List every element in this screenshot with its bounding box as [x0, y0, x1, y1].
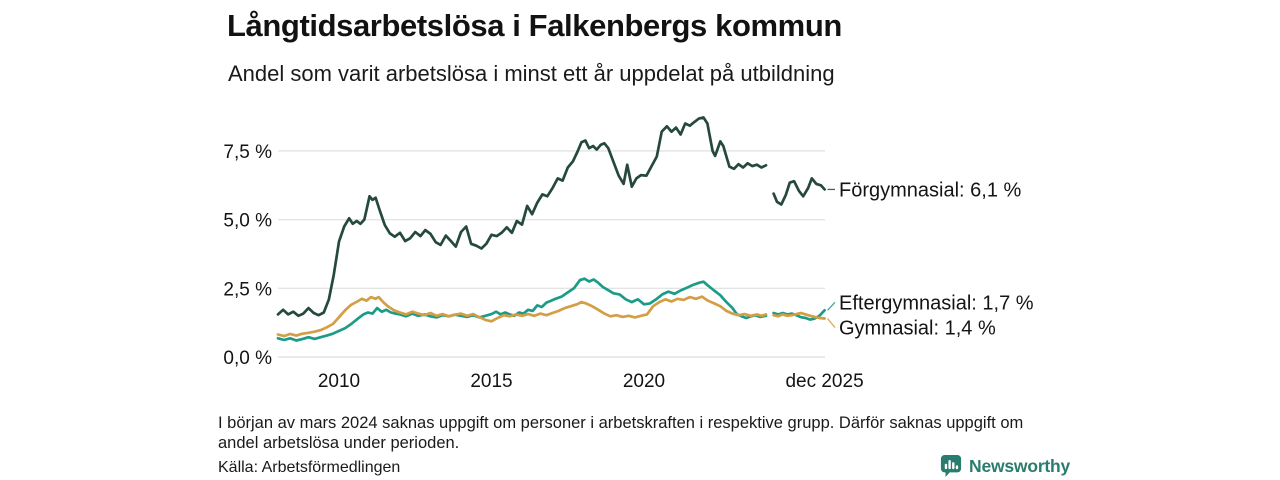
footnote: I början av mars 2024 saknas uppgift om …	[218, 413, 1023, 453]
footnote-line: I början av mars 2024 saknas uppgift om …	[218, 414, 1024, 432]
page-title: Långtidsarbetslösa i Falkenbergs kommun	[227, 8, 842, 43]
series-line-eftergymnasial	[276, 277, 768, 342]
newsworthy-bubble-chart-icon	[940, 455, 962, 477]
x-tick-label: 2020	[623, 371, 665, 392]
footnote-line: andel arbetslösa under perioden.	[218, 434, 460, 453]
newsworthy-logo: Newsworthy	[940, 454, 1070, 478]
series-line-gymnasial	[276, 295, 768, 338]
y-tick-label: 0,0 %	[223, 348, 272, 369]
chart-subtitle: Andel som varit arbetslösa i minst ett å…	[228, 61, 835, 86]
y-tick-label: 5,0 %	[223, 211, 272, 232]
x-tick-label: dec 2025	[785, 371, 863, 392]
line-chart: 0,0 % 2,5 % 5,0 % 7,5 % 2010 2015 2020 dec 2025…	[223, 116, 1034, 392]
gridlines	[278, 150, 825, 358]
y-tick-label: 7,5 %	[223, 142, 272, 163]
series-label-connector	[827, 318, 836, 328]
series-end-label-gymnasial: Gymnasial: 1,4 %	[839, 318, 996, 340]
series-label-connector	[827, 301, 836, 311]
series-end-label-eftergymnasial: Eftergymnasial: 1,7 %	[839, 292, 1034, 314]
x-axis-tick-labels: 2010 2015 2020 dec 2025	[318, 371, 864, 392]
series-end-label-forgymnasial: Förgymnasial: 6,1 %	[839, 179, 1022, 201]
series-line-gymnasial	[772, 311, 826, 320]
y-axis-tick-labels: 0,0 % 2,5 % 5,0 % 7,5 %	[223, 142, 272, 369]
series-line-forgymnasial	[772, 177, 826, 206]
newsworthy-logo-text: Newsworthy	[969, 455, 1071, 476]
series-line-forgymnasial	[276, 116, 768, 318]
source-label: Källa: Arbetsförmedlingen	[218, 459, 401, 476]
series-gymnasial: Gymnasial: 1,4 %	[276, 295, 996, 340]
x-tick-label: 2015	[470, 371, 512, 392]
series-forgymnasial: Förgymnasial: 6,1 %	[276, 116, 1022, 318]
y-tick-label: 2,5 %	[223, 279, 272, 300]
x-tick-label: 2010	[318, 371, 360, 392]
